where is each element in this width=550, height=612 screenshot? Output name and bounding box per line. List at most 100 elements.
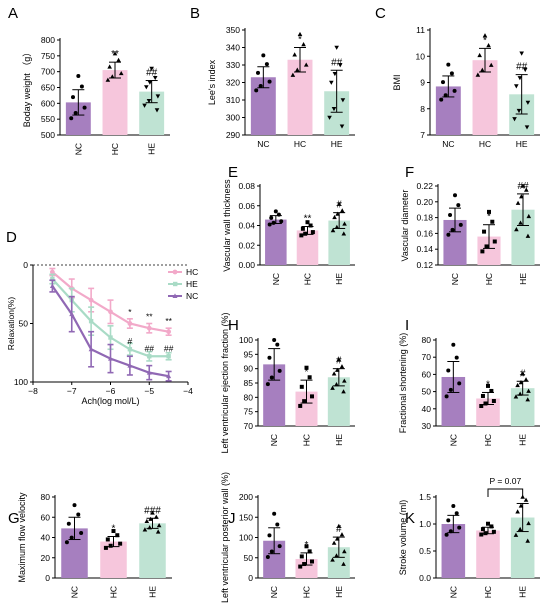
data-point	[155, 529, 161, 534]
data-point	[275, 342, 280, 347]
y-tick-label: 700	[41, 67, 55, 77]
data-point	[166, 329, 172, 335]
y-tick-label: 750	[41, 51, 55, 61]
y-tick-label: 150	[239, 512, 253, 522]
x-tick-label-HE: HE	[518, 434, 528, 446]
bar-HC	[296, 230, 319, 265]
y-tick-label: 550	[41, 114, 55, 124]
x-tick-label-NC: NC	[73, 143, 83, 155]
x-tick-label-HE: HE	[334, 586, 344, 598]
panel-H: H 70 75 80 85 90 95 100 Left ventricular ejectio…	[220, 312, 355, 454]
data-point	[273, 209, 278, 214]
data-point	[275, 522, 280, 527]
data-point	[454, 511, 459, 516]
data-point	[272, 511, 277, 516]
bar-HC	[476, 530, 500, 578]
bar-HC	[472, 60, 498, 135]
y-tick-label: 0.00	[238, 260, 255, 270]
y-tick-label: 50	[244, 553, 254, 563]
x-tick-label-NC: NC	[70, 586, 80, 598]
data-point	[261, 53, 266, 58]
data-point	[72, 503, 77, 508]
data-point	[332, 214, 337, 220]
data-point	[76, 512, 81, 517]
data-point	[479, 404, 484, 409]
y-tick-label: 0.5	[419, 546, 431, 556]
y-tick-label: 100	[239, 335, 253, 345]
significance-mark: *	[305, 540, 309, 551]
y-tick-label: 0.18	[416, 213, 433, 223]
data-point	[302, 562, 307, 567]
y-tick-label: 0	[23, 260, 28, 270]
y-tick-label: 320	[226, 78, 240, 88]
panel-E: E 0.00 0.02 0.04 0.06 0.08 Vascular wall thick…	[222, 164, 355, 285]
x-tick-label-HC: HC	[110, 143, 120, 155]
x-tick-label-NC: NC	[269, 434, 279, 446]
data-point	[450, 227, 455, 232]
y-tick-label: 0.06	[238, 201, 255, 211]
data-point	[144, 85, 149, 90]
y-tick-label: 40	[41, 533, 51, 543]
bar-HE	[510, 517, 535, 578]
data-point	[154, 108, 160, 113]
data-point	[330, 385, 335, 390]
x-tick-label-NC: NC	[442, 139, 454, 149]
data-point	[480, 393, 485, 398]
data-point	[118, 70, 124, 76]
x-tick-label-NC: NC	[271, 273, 281, 285]
y-tick-label: 80	[244, 392, 254, 402]
bar-HE	[511, 209, 535, 265]
data-point	[146, 370, 152, 375]
data-point	[155, 94, 161, 99]
data-point	[482, 33, 488, 38]
y-tick-label: 310	[226, 95, 240, 105]
data-point	[150, 510, 155, 515]
data-point	[520, 183, 526, 188]
panel-label: C	[375, 5, 386, 22]
data-point	[517, 526, 523, 532]
x-tick-label-HE: HE	[334, 273, 344, 285]
data-point	[118, 541, 123, 546]
significance-mark: #	[336, 356, 342, 367]
y-axis-label: Left ventricular posterior wall (%)	[220, 472, 230, 603]
data-point	[111, 529, 116, 534]
y-tick-label: 70	[244, 421, 254, 431]
bar-HC	[295, 558, 318, 578]
y-axis-label: Stroke volume (ml)	[398, 500, 408, 576]
data-point	[331, 371, 337, 376]
data-point	[265, 382, 270, 387]
data-point	[331, 540, 337, 545]
data-point	[310, 230, 315, 235]
y-tick-label: 350	[226, 25, 240, 35]
panel-label: G	[8, 510, 20, 527]
data-point	[451, 342, 456, 347]
significance-mark: *	[112, 523, 116, 534]
data-point	[267, 222, 272, 227]
data-point	[456, 203, 461, 208]
data-point	[334, 536, 340, 541]
data-point	[518, 503, 524, 508]
y-axis-label: Relaxation(%)	[6, 297, 16, 351]
data-point	[452, 88, 457, 93]
data-point	[147, 80, 153, 85]
panel-I: I 30 40 50 60 70 80 Fractional shortening (%) NC…	[398, 317, 540, 446]
y-axis-label: Lee's index	[207, 59, 217, 105]
y-tick-label: 10	[416, 51, 426, 61]
x-tick-label-HE: HE	[147, 143, 157, 155]
data-point	[49, 283, 55, 289]
data-point	[525, 397, 531, 402]
x-tick-label-HE: HE	[334, 434, 344, 446]
y-tick-label: 290	[226, 130, 240, 140]
legend-label-NC: NC	[186, 291, 198, 301]
data-point	[115, 533, 120, 538]
data-point	[484, 244, 489, 249]
data-point	[66, 521, 71, 526]
legend-label-HE: HE	[186, 279, 198, 289]
significance-mark: #	[336, 524, 342, 535]
data-point	[255, 70, 260, 75]
data-point	[480, 249, 485, 254]
x-tick-label-NC: NC	[450, 273, 460, 285]
data-point	[449, 71, 454, 76]
bar-NC	[263, 540, 286, 578]
